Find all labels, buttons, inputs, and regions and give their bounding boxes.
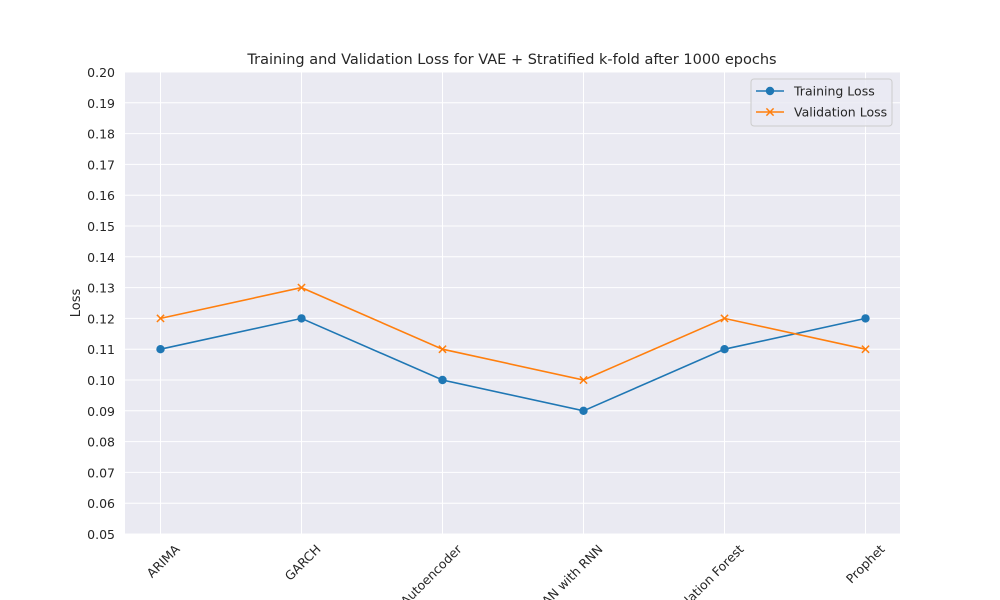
series-line [160,317,866,412]
legend-item: Training Loss [756,84,875,99]
legend: Training Loss Validation Loss [750,78,893,127]
y-tick-label: 0.08 [87,435,115,450]
y-tick-label: 0.16 [87,188,115,203]
chart-title: Training and Validation Loss for VAE + S… [246,52,776,68]
data-point [438,345,447,354]
data-point [156,345,165,354]
y-tick-label: 0.06 [87,496,115,511]
y-tick-label: 0.09 [87,404,115,419]
data-point [579,375,588,385]
y-tick-label: 0.20 [87,65,115,80]
y-tick-label: 0.05 [87,527,115,542]
data-point [297,283,306,292]
y-tick-label: 0.19 [87,96,115,111]
y-tick-label: 0.11 [87,342,115,357]
legend-label: Training Loss [793,84,875,99]
series-line [160,286,866,381]
data-point [861,314,870,323]
series-validation-loss [156,283,870,385]
data-point [156,314,165,323]
data-point [438,375,447,385]
data-point [861,345,870,354]
x-tick-label: Prophet [843,541,888,586]
y-tick-labels: 0.05 0.06 0.07 0.08 0.09 0.10 0.11 0.12 0.13 0.14… [87,65,115,542]
legend-marker [765,107,775,117]
y-tick-label: 0.18 [87,127,115,142]
plot-background [125,72,900,534]
legend-box [750,78,893,127]
data-point [579,406,588,415]
data-point [720,314,729,323]
legend-label: Validation Loss [794,105,887,120]
data-point [297,314,306,323]
y-tick-label: 0.17 [87,157,115,172]
x-tick-label: Isolation Forest [669,541,747,600]
legend-marker [765,86,775,96]
y-axis-label: Loss [69,289,84,318]
legend-item: Validation Loss [756,105,887,120]
series-training-loss [156,314,870,415]
x-tick-labels: ARIMA GARCH Autoencoder GAN with RNN Isolati… [144,541,888,600]
x-tick-label: Autoencoder [398,541,466,600]
x-tick-label: ARIMA [144,541,183,580]
series-layer [156,283,870,415]
data-point [720,345,729,354]
y-tick-label: 0.15 [87,219,115,234]
y-tick-label: 0.07 [87,465,115,480]
y-tick-label: 0.14 [87,250,115,265]
grid-lines [125,71,900,535]
y-tick-label: 0.12 [87,311,115,326]
y-tick-label: 0.13 [87,281,115,296]
y-tick-label: 0.10 [87,373,115,388]
x-tick-label: GARCH [282,542,324,584]
x-tick-label: GAN with RNN [532,542,606,600]
